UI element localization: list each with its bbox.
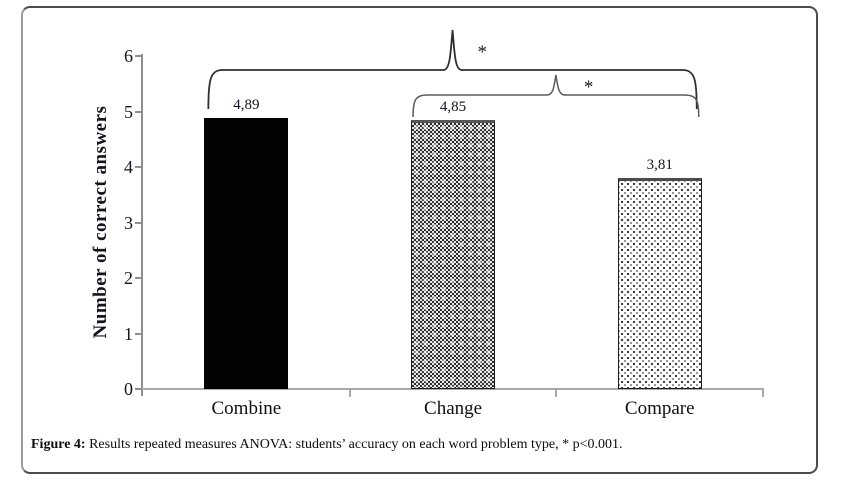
y-tick-mark (135, 55, 142, 57)
y-tick-label: 3 (124, 212, 133, 233)
y-tick-mark (135, 388, 142, 390)
y-tick-label: 5 (124, 101, 133, 122)
x-tick-mark (555, 390, 558, 397)
y-tick-label: 6 (124, 46, 133, 66)
significance-asterisk: * (584, 77, 594, 98)
x-tick-mark (348, 390, 351, 397)
y-tick-label: 4 (124, 157, 133, 177)
y-tick-label: 0 (124, 379, 133, 399)
caption-text: Results repeated measures ANOVA: student… (85, 437, 623, 452)
y-axis-line (141, 54, 143, 396)
y-tick-mark (135, 221, 142, 224)
bar-change (411, 119, 496, 389)
x-tick-mark (762, 390, 765, 397)
category-label-combine: Combine (211, 398, 282, 419)
significance-asterisk: * (478, 42, 488, 63)
figure-caption: Figure 4: Results repeated measures ANOV… (31, 436, 801, 453)
value-label: 3,81 (646, 156, 673, 173)
y-tick-label: 1 (124, 323, 133, 344)
value-label: 4,85 (439, 98, 467, 115)
bar-combine (204, 117, 289, 389)
y-tick-mark (135, 110, 142, 113)
category-label-compare: Compare (624, 398, 695, 419)
bar-compare (617, 177, 702, 389)
y-tick-mark (135, 277, 142, 279)
caption-label: Figure 4: (31, 437, 86, 452)
x-axis-line (139, 388, 764, 390)
y-tick-mark (135, 166, 142, 168)
category-label-change: Change (424, 398, 483, 419)
y-tick-mark (135, 332, 142, 335)
value-label: 4,89 (233, 96, 260, 113)
y-tick-label: 2 (124, 268, 133, 288)
